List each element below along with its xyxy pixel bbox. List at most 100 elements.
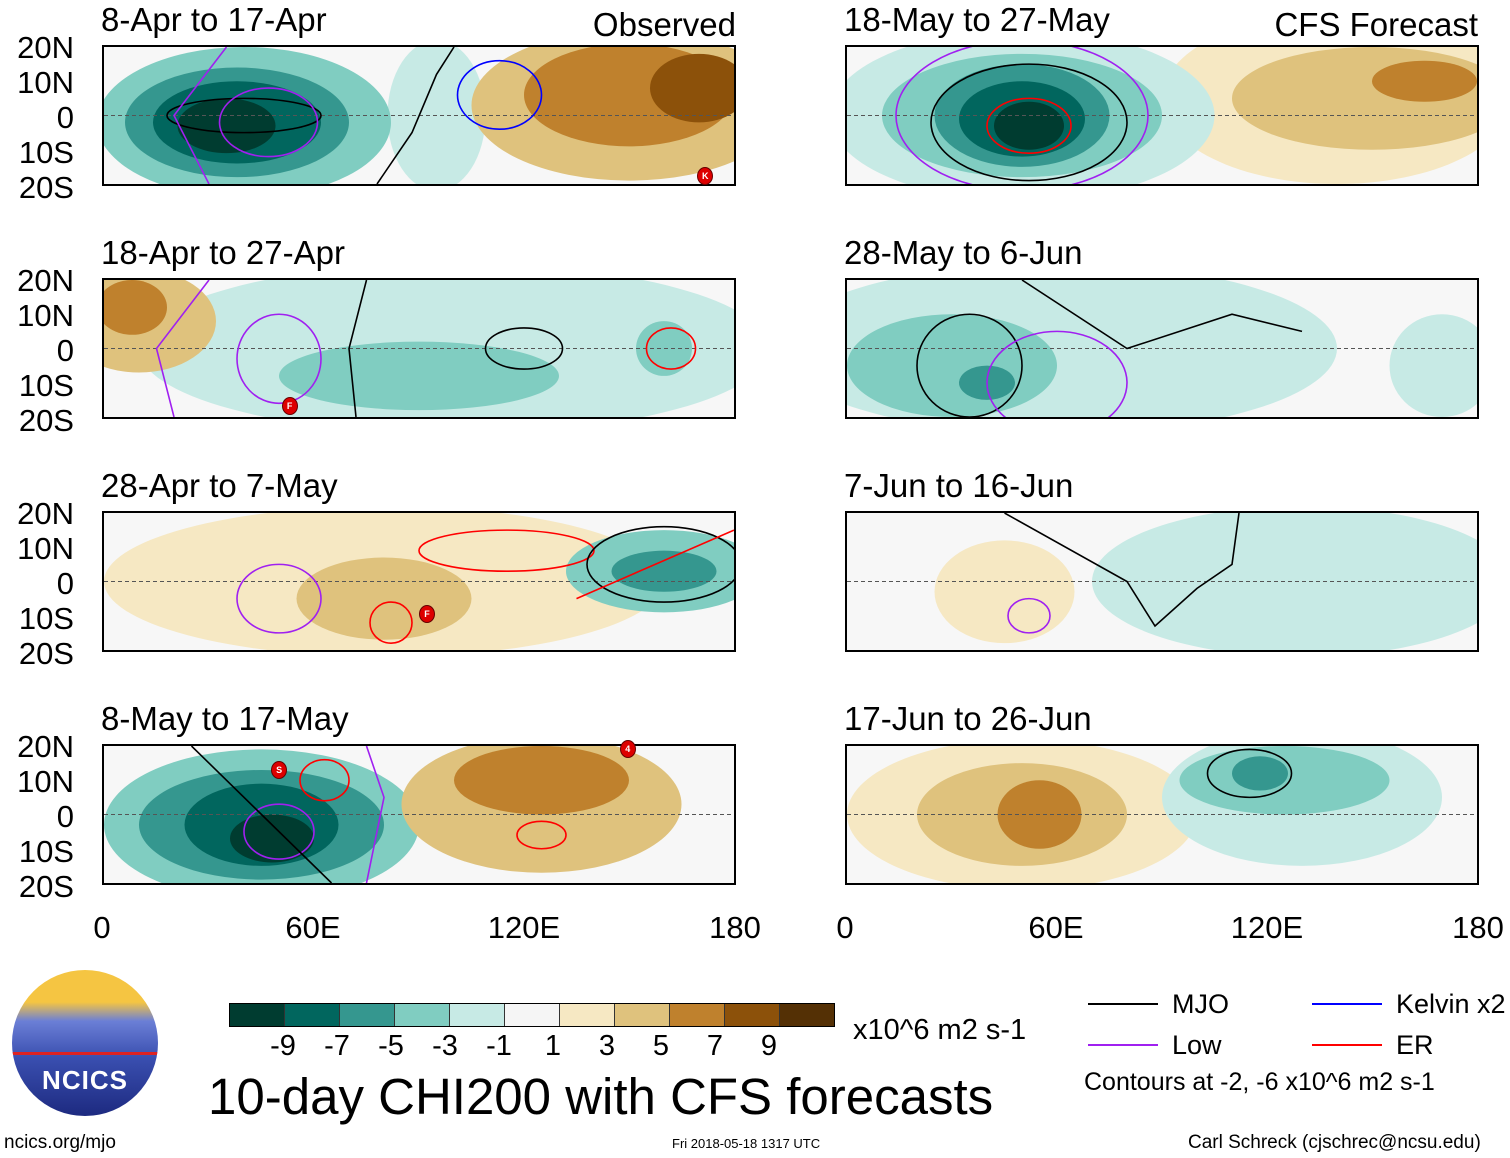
contour-line <box>167 98 321 132</box>
contour-line <box>377 47 454 184</box>
y-tick-label: 10S <box>18 368 74 403</box>
anomaly-shading <box>177 98 276 154</box>
y-tick-label: 10N <box>17 298 74 333</box>
colorbar-tick: -7 <box>324 1030 350 1062</box>
y-tick-label: 0 <box>56 333 74 368</box>
contour-line <box>1208 749 1292 797</box>
contour-line <box>300 760 349 801</box>
colorbar-tick: -3 <box>432 1030 458 1062</box>
main-title: 10-day CHI200 with CFS forecasts <box>208 1068 994 1125</box>
panel-title: 28-Apr to 7-May <box>101 467 338 504</box>
logo-text: NCICS <box>42 1065 128 1095</box>
logo-red-line <box>12 1052 158 1055</box>
colorbar-swatch <box>395 1004 450 1026</box>
y-tick-label: 20N <box>17 263 74 298</box>
contour-line <box>517 821 566 848</box>
panel-title: 17-Jun to 26-Jun <box>844 700 1092 737</box>
contour-line <box>458 61 542 130</box>
anomaly-shading <box>934 540 1075 644</box>
x-tick-label: 0 <box>836 910 854 945</box>
colorbar-swatch <box>560 1004 615 1026</box>
contour-line <box>931 64 1127 180</box>
panel-title: 18-Apr to 27-Apr <box>101 234 345 271</box>
colorbar-units: x10^6 m2 s-1 <box>853 1014 1027 1046</box>
y-tick-label: 0 <box>56 566 74 601</box>
storm-marker: S <box>271 760 288 779</box>
y-tick-label: 10N <box>17 764 74 799</box>
y-tick-label: 10N <box>17 65 74 100</box>
panel-title: 8-May to 17-May <box>101 700 349 737</box>
colorbar-tick: -5 <box>378 1030 404 1062</box>
cfs-forecast-label: CFS Forecast <box>1274 6 1478 43</box>
contour-line <box>587 527 734 602</box>
colorbar <box>229 1003 835 1027</box>
storm-marker: 4 <box>619 739 636 758</box>
colorbar-swatch <box>450 1004 505 1026</box>
x-tick-label: 0 <box>93 910 111 945</box>
y-tick-label: 10S <box>18 601 74 636</box>
y-tick-label: 10S <box>18 135 74 170</box>
colorbar-swatch <box>340 1004 395 1026</box>
anomaly-shading <box>279 341 559 411</box>
contour-line <box>237 314 321 403</box>
storm-marker: K <box>697 167 714 186</box>
anomaly-shading <box>296 557 472 640</box>
x-tick-label: 60E <box>1028 910 1084 945</box>
colorbar-swatch <box>285 1004 340 1026</box>
colorbar-swatch <box>780 1004 834 1026</box>
contour-line <box>486 328 563 369</box>
anomaly-shading <box>104 280 167 335</box>
map-panel <box>102 511 736 652</box>
anomaly-shading <box>230 814 314 863</box>
legend-line-2 <box>1088 1044 1158 1046</box>
panel-title: 7-Jun to 16-Jun <box>844 467 1074 504</box>
contour-line <box>367 746 385 883</box>
colorbar-tick: 5 <box>652 1030 670 1062</box>
footer-timestamp: Fri 2018-05-18 1317 UTC <box>672 1136 821 1151</box>
y-tick-label: 0 <box>56 100 74 135</box>
y-tick-label: 20S <box>18 869 74 904</box>
y-tick-label: 20N <box>17 496 74 531</box>
y-tick-label: 20S <box>18 636 74 671</box>
contour-line <box>1005 513 1240 626</box>
legend-label: MJO <box>1172 989 1229 1019</box>
colorbar-swatch <box>230 1004 285 1026</box>
contour-line <box>647 328 696 369</box>
panel-title: 28-May to 6-Jun <box>844 234 1083 271</box>
observed-label: Observed <box>592 6 736 43</box>
x-tick-label: 120E <box>487 910 561 945</box>
footer-url: ncics.org/mjo <box>4 1132 116 1153</box>
colorbar-swatch <box>615 1004 670 1026</box>
anomaly-shading <box>650 53 734 123</box>
anomaly-shading <box>454 746 629 815</box>
colorbar-tick: -9 <box>270 1030 296 1062</box>
y-tick-label: 20S <box>18 403 74 438</box>
contour-line <box>987 331 1127 417</box>
colorbar-swatch <box>505 1004 560 1026</box>
footer-author: Carl Schreck (cjschrec@ncsu.edu) <box>1188 1132 1481 1153</box>
colorbar-tick: -1 <box>486 1030 512 1062</box>
storm-marker: F <box>281 396 298 415</box>
y-tick-label: 20N <box>17 30 74 65</box>
contour-line <box>174 47 227 184</box>
y-tick-label: 10N <box>17 531 74 566</box>
legend-label: Kelvin x2 <box>1396 989 1506 1019</box>
y-tick-label: 20S <box>18 170 74 205</box>
panel-title: 8-Apr to 17-Apr <box>101 1 327 38</box>
map-panel <box>845 744 1479 885</box>
contour-line <box>349 280 367 417</box>
contour-line <box>419 530 594 571</box>
colorbar-swatch <box>670 1004 725 1026</box>
colorbar-tick: 7 <box>706 1030 724 1062</box>
legend-line-3 <box>1312 1044 1382 1046</box>
contour-line <box>244 804 314 859</box>
contour-line <box>370 602 412 643</box>
contour-line <box>1022 280 1302 349</box>
map-panel <box>845 511 1479 652</box>
legend-note: Contours at -2, -6 x10^6 m2 s-1 <box>1084 1068 1435 1096</box>
x-tick-label: 60E <box>285 910 341 945</box>
legend-label: ER <box>1396 1030 1434 1060</box>
map-panel <box>102 45 736 186</box>
colorbar-swatch <box>725 1004 780 1026</box>
